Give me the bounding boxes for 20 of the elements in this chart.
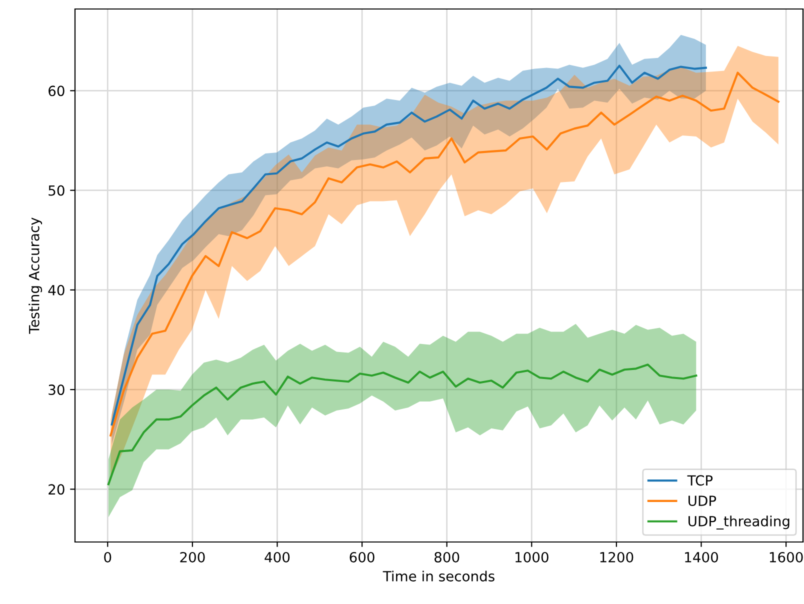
y-tick-label: 30 [48, 384, 64, 396]
legend-label: TCP [687, 475, 713, 486]
x-tick-label: 1200 [600, 552, 634, 562]
x-tick-label: 0 [104, 552, 112, 562]
x-tick-label: 1000 [515, 552, 548, 562]
y-tick-label: 50 [48, 185, 64, 196]
line-series [110, 72, 780, 436]
x-tick-label: 1600 [770, 552, 803, 562]
x-tick-label: 200 [180, 552, 205, 562]
x-tick-label: 400 [264, 552, 290, 562]
x-tick-label: 800 [434, 552, 460, 562]
y-tick-label: 40 [48, 284, 64, 296]
y-axis-title: Testing Accuracy [28, 218, 42, 334]
y-tick-label: 60 [48, 86, 64, 96]
x-tick-label: 600 [350, 552, 374, 562]
legend-label: UDP [688, 496, 716, 506]
x-tick-label: 1400 [685, 552, 718, 562]
y-tick-label: 20 [48, 484, 64, 495]
legend-label: UDP_threading [688, 516, 790, 530]
x-axis-title: Time in seconds [382, 570, 494, 582]
